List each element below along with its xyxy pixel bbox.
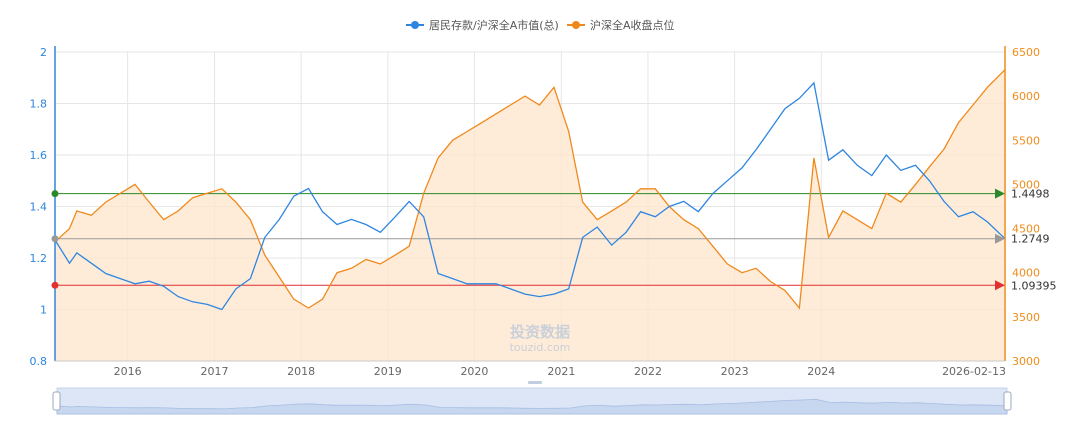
x-tick-label: 2018	[287, 365, 315, 378]
watermark-cn: 投资数据	[510, 323, 570, 341]
y-left-tick-label: 0.8	[30, 355, 48, 368]
y-left-tick-label: 1.4	[30, 201, 48, 214]
ref-line-gray-value: 1.2749	[1011, 233, 1050, 246]
area-fill	[55, 69, 1005, 361]
watermark-url: touzid.com	[510, 341, 571, 354]
x-tick-label: 2023	[721, 365, 749, 378]
ref-line-red-value: 1.09395	[1011, 279, 1057, 292]
x-tick-label: 2020	[460, 365, 488, 378]
line-series-a	[54, 81, 1006, 311]
watermark: 投资数据 touzid.com	[510, 323, 571, 354]
y-right-tick-label: 6000	[1012, 90, 1040, 103]
slider-overview-shape	[56, 398, 1008, 415]
line-series-b	[54, 69, 1006, 310]
y-right-tick-label: 4000	[1012, 267, 1040, 280]
ref-line-green-value: 1.4498	[1011, 188, 1050, 201]
data-zoom-slider[interactable]	[52, 381, 1012, 415]
y-right-tick-label: 5000	[1012, 178, 1040, 191]
y-left-tick-label: 1	[40, 304, 47, 317]
x-tick-label: 2016	[114, 365, 142, 378]
y-right-tick-label: 5500	[1012, 134, 1040, 147]
legend[interactable]: 居民存款/沪深全A市值(总) 沪深全A收盘点位	[406, 18, 675, 32]
x-tick-label: 2019	[374, 365, 402, 378]
x-tick-label: 2022	[634, 365, 662, 378]
tick-labels: 0.8 1 1.2 1.4 1.6 1.8 2 3000 3500 4000 4500 5000 550…	[30, 46, 1041, 378]
x-tick-label: 2017	[201, 365, 229, 378]
y-left-tick-label: 1.2	[30, 252, 48, 265]
y-right-tick-label: 3500	[1012, 311, 1040, 324]
x-tick-label: 2021	[547, 365, 575, 378]
y-right-tick-label: 4500	[1012, 223, 1040, 236]
slider-handle-left[interactable]	[52, 391, 61, 411]
legend-marker-b	[572, 21, 580, 29]
reference-lines	[55, 193, 997, 286]
y-left-tick-label: 2	[40, 46, 47, 59]
slider-selection[interactable]	[57, 388, 1007, 414]
ref-line-red-start-dot	[51, 281, 59, 289]
reference-markers: 1.4498 1.2749 1.09395	[51, 188, 1057, 292]
ref-line-gray-start-dot	[51, 235, 59, 243]
legend-marker-a	[411, 21, 419, 29]
ref-line-gray-arrow	[995, 233, 1005, 244]
ref-line-red-arrow	[995, 280, 1005, 291]
legend-label-b[interactable]: 沪深全A收盘点位	[590, 18, 675, 32]
ref-line-green-arrow	[995, 188, 1005, 199]
ref-line-green-start-dot	[51, 190, 59, 198]
area-series-b	[55, 69, 1005, 361]
slider-handle-right[interactable]	[1003, 391, 1012, 411]
x-tick-label: 2026-02-13	[942, 365, 1006, 378]
y-right-tick-label: 6500	[1012, 46, 1040, 59]
x-tick-label: 2024	[807, 365, 835, 378]
slider-drag-bar[interactable]	[528, 381, 542, 384]
axes	[54, 46, 1006, 362]
y-right-tick-label: 3000	[1012, 355, 1040, 368]
y-left-tick-label: 1.6	[30, 149, 48, 162]
y-left-tick-label: 1.8	[30, 98, 48, 111]
legend-label-a[interactable]: 居民存款/沪深全A市值(总)	[429, 18, 559, 32]
series-lines	[54, 69, 1006, 311]
